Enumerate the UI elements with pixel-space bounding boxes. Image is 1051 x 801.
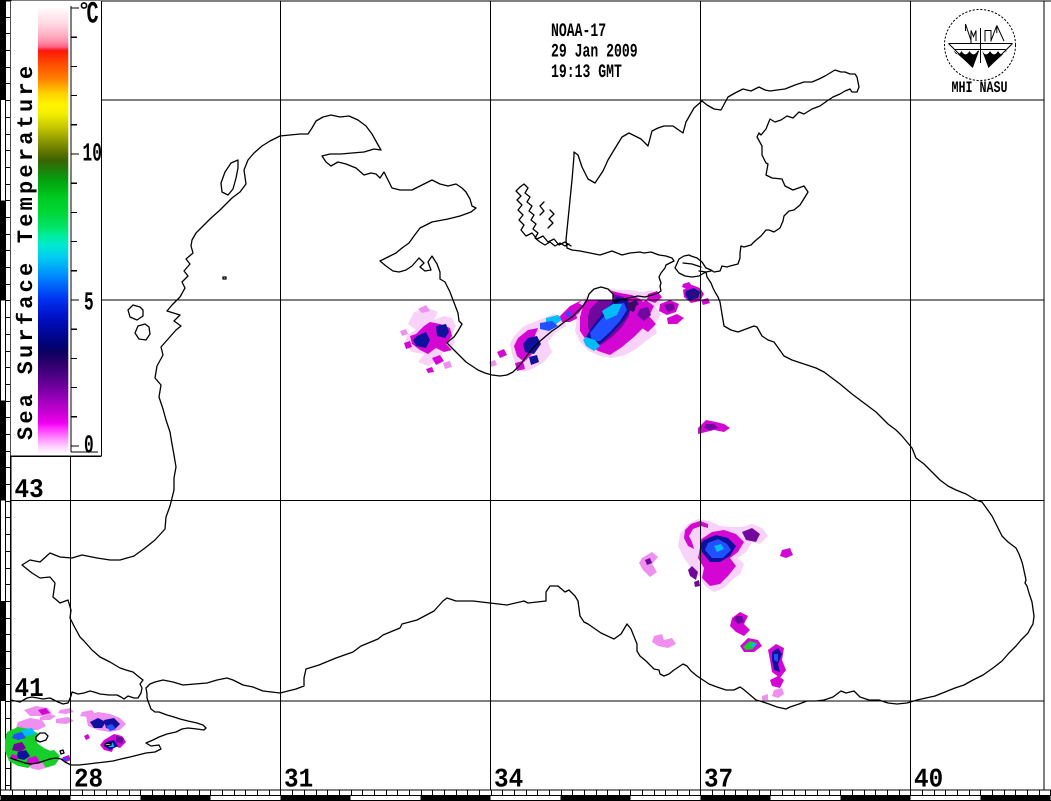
svg-text:31: 31 [284, 766, 313, 796]
svg-text:19:13 GMT: 19:13 GMT [551, 61, 622, 83]
svg-text:NOAA-17: NOAA-17 [551, 20, 606, 42]
svg-text:40: 40 [914, 766, 943, 796]
svg-text:34: 34 [494, 766, 523, 796]
svg-text:Sea Surface Temperature: Sea Surface Temperature [14, 63, 39, 440]
svg-text:43: 43 [14, 476, 43, 506]
svg-text:MHI NASU: MHI NASU [951, 79, 1007, 97]
svg-text:C: C [87, 0, 99, 33]
svg-text:29 Jan 2009: 29 Jan 2009 [551, 41, 638, 63]
svg-text:5: 5 [84, 288, 94, 318]
svg-text:10: 10 [83, 139, 102, 169]
svg-text:0: 0 [84, 430, 94, 460]
svg-text:41: 41 [14, 675, 43, 705]
svg-text:37: 37 [704, 766, 733, 796]
svg-text:28: 28 [74, 766, 103, 796]
